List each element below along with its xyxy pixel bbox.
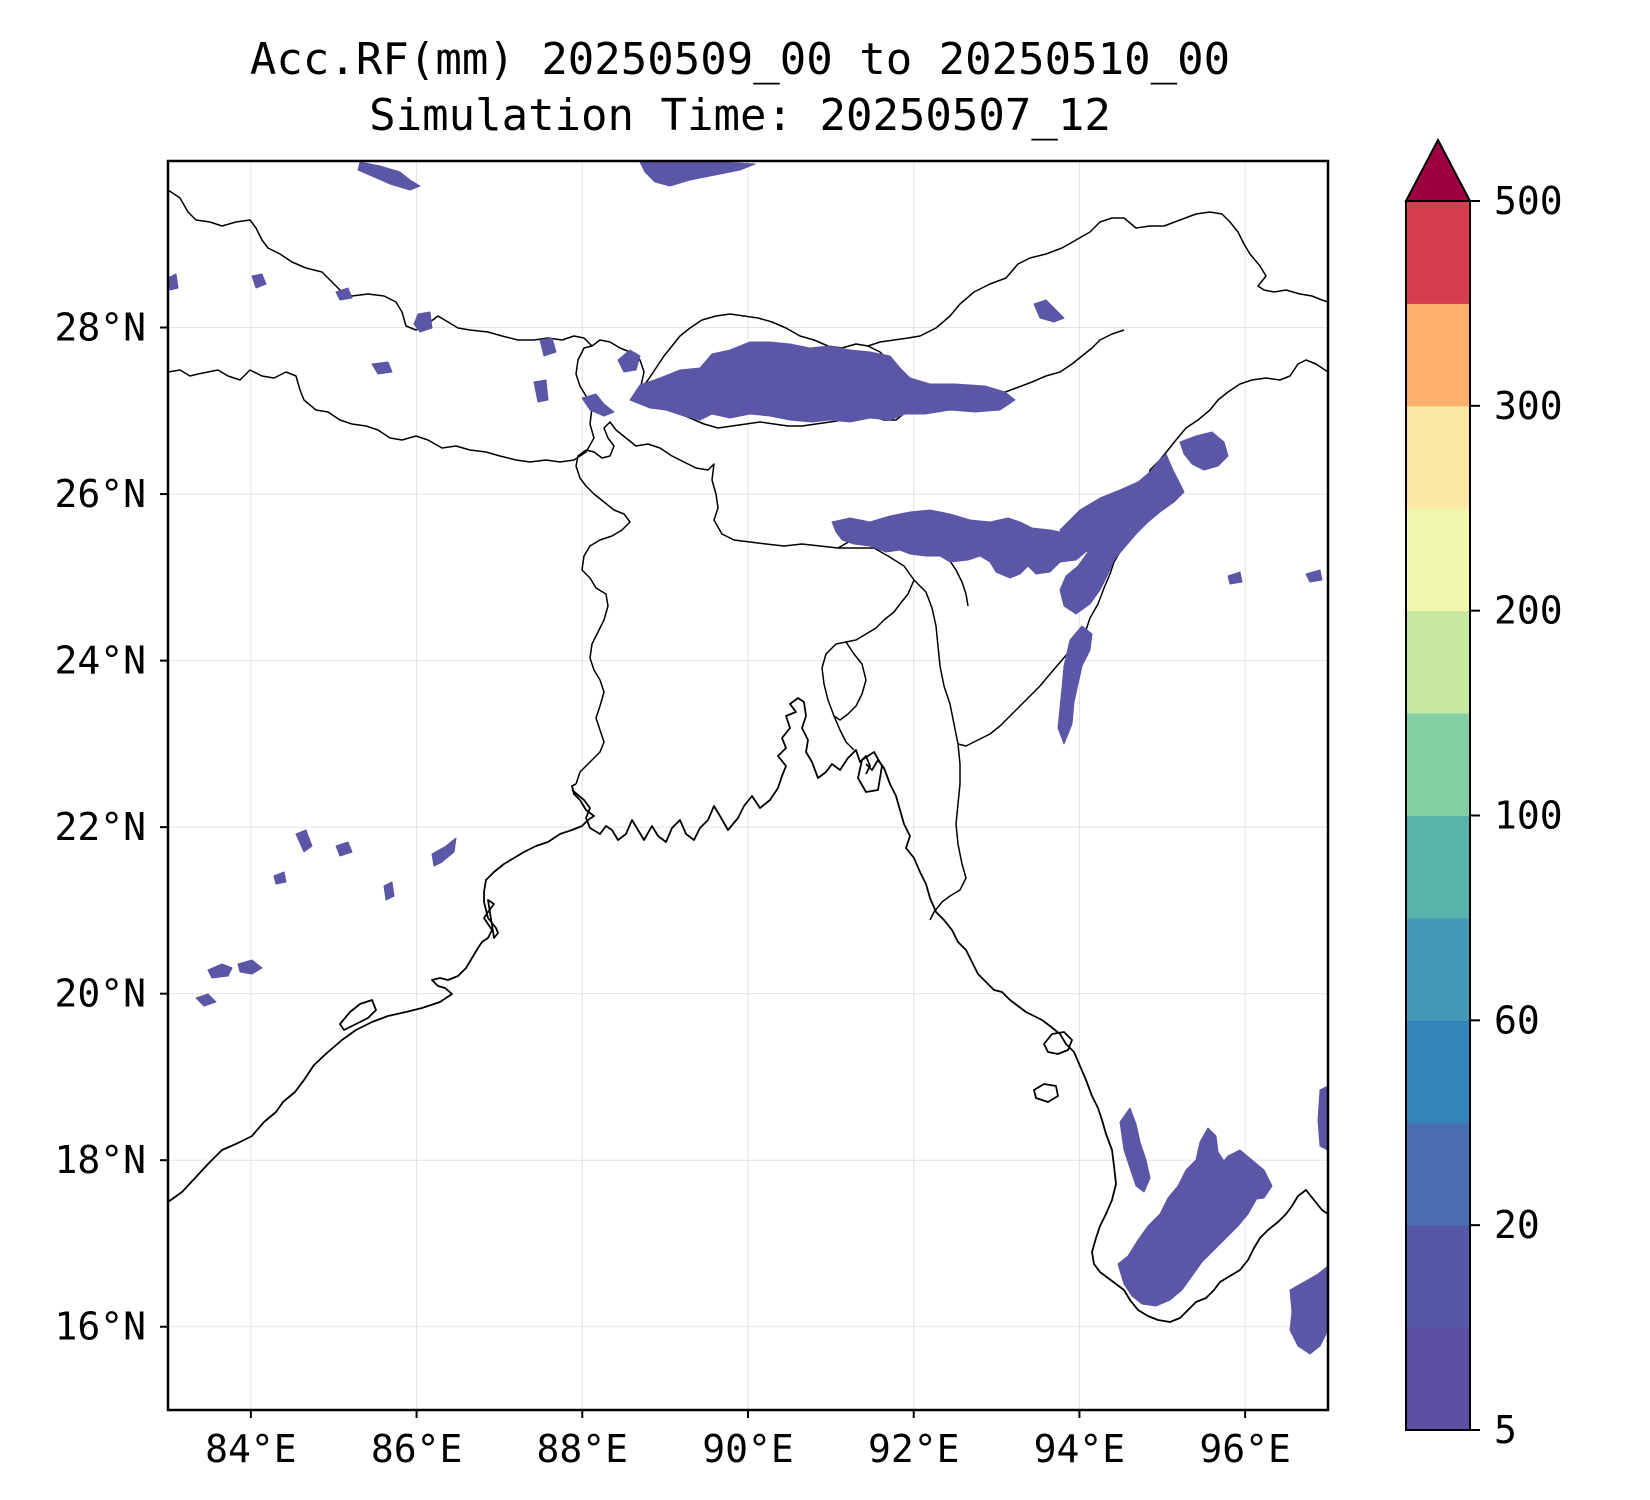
rain-patch-tibet-2 <box>639 161 756 187</box>
colorbar-tick-label: 500 <box>1494 179 1563 223</box>
rain-patch-nepal-5 <box>371 361 393 375</box>
rain-patch-terai <box>581 393 615 417</box>
rain-patch-nagaland <box>1179 431 1229 471</box>
lon-tick-label: 92°E <box>868 1427 960 1471</box>
mizoram-border <box>913 579 967 921</box>
rain-patch-bay-4 <box>207 963 233 979</box>
colorbar-tick-label: 5 <box>1494 1408 1517 1452</box>
tripura-border <box>833 641 867 721</box>
lon-tick-label: 96°E <box>1199 1427 1291 1471</box>
colorbar-segment <box>1406 815 1470 919</box>
rain-patch-bay-6 <box>195 993 217 1007</box>
lon-tick-label: 90°E <box>702 1427 794 1471</box>
colorbar-tick-label: 200 <box>1494 589 1563 633</box>
colorbar-segment <box>1406 1327 1470 1431</box>
rain-patch-bhutan <box>629 341 1016 423</box>
rain-patch-bay-8 <box>383 881 395 901</box>
colorbar-segment <box>1406 1020 1470 1124</box>
nepal-china-border <box>168 189 593 347</box>
colorbar-segment <box>1406 303 1470 407</box>
lat-tick-label: 20°N <box>54 972 146 1016</box>
rain-patch-bay-5 <box>237 959 263 975</box>
arunachal-china-border <box>867 211 1328 347</box>
rainfall-contours <box>168 161 1328 1355</box>
lon-tick-label: 84°E <box>205 1427 297 1471</box>
lat-tick-label: 26°N <box>54 472 146 516</box>
rain-patch-arakan <box>1119 1107 1151 1193</box>
colorbar-tick-label: 300 <box>1494 384 1563 428</box>
colorbar-segment <box>1406 1122 1470 1226</box>
colorbar-tick-label: 60 <box>1494 998 1540 1042</box>
colorbar-segment <box>1406 610 1470 714</box>
colorbar: 5 20 60 100 200 300 500 <box>1404 137 1563 1452</box>
colorbar-segment <box>1406 713 1470 816</box>
manipur-border <box>957 629 1087 747</box>
rain-patch-myanmar-mid <box>1217 1149 1273 1201</box>
colorbar-tick-label: 100 <box>1494 794 1563 838</box>
colorbar-segment <box>1406 508 1470 612</box>
country-borders <box>168 189 1328 921</box>
rain-patch-nepal-6 <box>533 379 549 403</box>
arunachal-myanmar-border <box>1085 359 1328 631</box>
rain-patch-eastedge-2 <box>1227 571 1243 585</box>
rain-patch-tibet-east <box>1033 299 1065 323</box>
colorbar-segment <box>1406 1225 1470 1329</box>
longitude-axis: 84°E 86°E 88°E 90°E 92°E 94°E 96°E <box>205 1410 1291 1471</box>
manpura-island <box>857 751 883 793</box>
lat-tick-label: 24°N <box>54 639 146 683</box>
rain-patch-assam-east <box>1059 453 1185 615</box>
colorbar-segment <box>1406 201 1470 304</box>
rain-patch-bay-2 <box>335 841 353 857</box>
colorbar-extend-arrow <box>1404 137 1472 202</box>
rain-patch-eastedge-1 <box>1305 569 1323 583</box>
lon-tick-label: 88°E <box>537 1427 629 1471</box>
rain-patch-meghalaya <box>831 509 1089 579</box>
rain-patch-bay-7 <box>273 871 287 885</box>
rain-patch-nepal-2 <box>335 287 353 301</box>
rain-patch-southeast-edge <box>1317 1085 1328 1151</box>
myanmar-west-coastline <box>865 759 1328 1323</box>
lon-tick-label: 86°E <box>371 1427 463 1471</box>
rain-patch-nepal-west <box>168 273 179 291</box>
delta-coastline <box>571 697 871 843</box>
lat-tick-label: 22°N <box>54 805 146 849</box>
rain-patch-mizoram <box>1057 625 1093 745</box>
coastlines <box>168 697 1328 1323</box>
lat-tick-label: 18°N <box>54 1138 146 1182</box>
rain-patch-nepal-1 <box>251 273 267 289</box>
latitude-axis: 16°N 18°N 20°N 22°N 24°N 26°N 28°N <box>54 306 168 1349</box>
sikkim-border <box>591 339 645 391</box>
bangladesh-border <box>575 421 915 785</box>
colorbar-tick-label: 20 <box>1494 1203 1540 1247</box>
nepal-india-border <box>168 345 595 463</box>
map-title-line2: Simulation Time: 20250507_12 <box>369 90 1111 141</box>
india-east-coastline <box>168 783 595 1203</box>
map-title-line1: Acc.RF(mm) 20250509_00 to 20250510_00 <box>249 34 1231 85</box>
colorbar-segment <box>1406 917 1470 1021</box>
rain-patch-sikkim <box>617 349 641 373</box>
lat-tick-label: 28°N <box>54 306 146 350</box>
map-gridlines <box>168 161 1328 1410</box>
rain-patch-tibet-1 <box>357 161 421 191</box>
rain-patch-bay-3 <box>431 837 457 867</box>
lat-tick-label: 16°N <box>54 1305 146 1349</box>
chilika-lagoon <box>339 999 377 1031</box>
rain-patch-nepal-3 <box>413 311 433 333</box>
rain-patch-bay-1 <box>295 829 313 853</box>
rain-patch-tanintharyi <box>1289 1265 1328 1355</box>
rain-patch-nepal-4 <box>539 337 557 357</box>
colorbar-segment <box>1406 405 1470 509</box>
cheduba-island <box>1033 1083 1059 1103</box>
ramree-island <box>1043 1031 1073 1055</box>
lon-tick-label: 94°E <box>1034 1427 1126 1471</box>
